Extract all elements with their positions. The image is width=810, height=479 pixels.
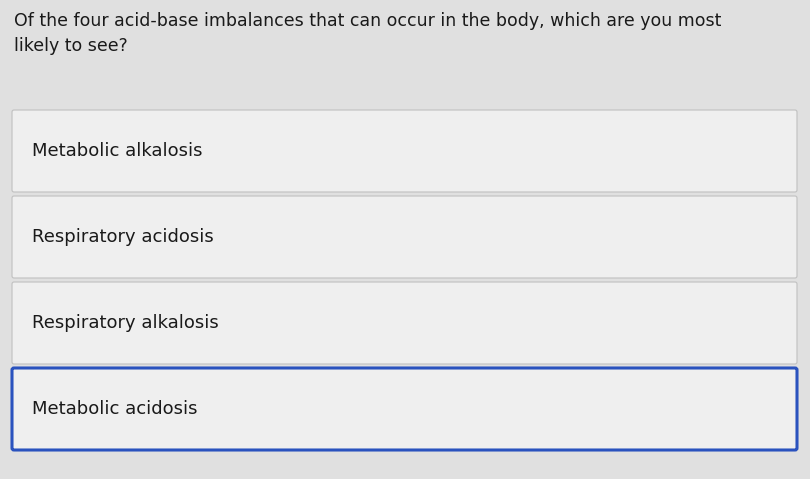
FancyBboxPatch shape (12, 110, 797, 192)
Text: Respiratory acidosis: Respiratory acidosis (32, 228, 214, 246)
Text: Of the four acid-base imbalances that can occur in the body, which are you most
: Of the four acid-base imbalances that ca… (14, 12, 722, 55)
FancyBboxPatch shape (12, 196, 797, 278)
Text: Metabolic acidosis: Metabolic acidosis (32, 400, 198, 418)
FancyBboxPatch shape (12, 282, 797, 364)
FancyBboxPatch shape (12, 368, 797, 450)
Text: Respiratory alkalosis: Respiratory alkalosis (32, 314, 219, 332)
Text: Metabolic alkalosis: Metabolic alkalosis (32, 142, 202, 160)
